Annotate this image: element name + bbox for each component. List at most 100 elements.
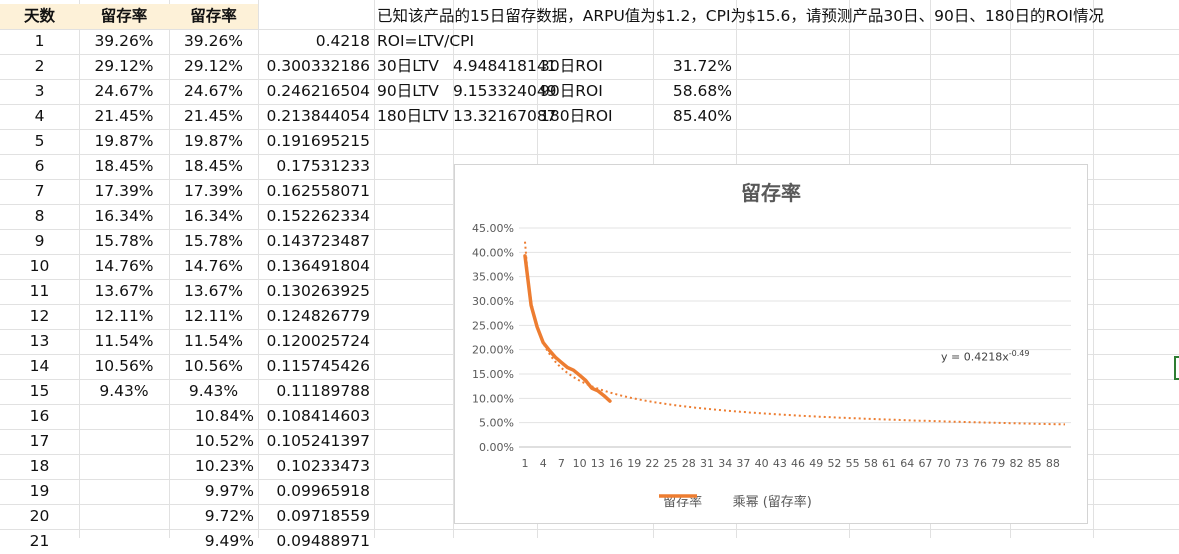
question-text[interactable]: 已知该产品的15日留存数据，ARPU值为$1.2，CPI为$15.6，请预测产品… (377, 7, 1104, 25)
header-retention-forecast[interactable]: 留存率 (169, 4, 258, 29)
predicted-retention-cell[interactable]: 10.23% (194, 457, 254, 475)
day-cell[interactable]: 7 (34, 182, 45, 200)
power-fit-cell[interactable]: 0.115745426 (266, 357, 370, 375)
retention-cell[interactable]: 9.43% (99, 382, 149, 400)
power-fit-cell[interactable]: 0.4218 (315, 32, 370, 50)
day-cell[interactable]: 12 (29, 307, 50, 325)
power-fit-cell[interactable]: 0.09488971 (276, 532, 370, 550)
retention-copy-cell[interactable]: 9.43% (188, 382, 239, 400)
retention-cell[interactable]: 15.78% (94, 232, 154, 250)
power-fit-cell[interactable]: 0.11189788 (276, 382, 370, 400)
retention-copy-cell[interactable]: 14.76% (183, 257, 244, 275)
ltv-label-cell[interactable]: 180日LTV (377, 107, 449, 125)
retention-cell[interactable]: 10.56% (94, 357, 154, 375)
retention-copy-cell[interactable]: 12.11% (183, 307, 244, 325)
retention-copy-cell[interactable]: 24.67% (183, 82, 244, 100)
header-day[interactable]: 天数 (0, 4, 79, 29)
power-fit-cell[interactable]: 0.213844054 (266, 107, 370, 125)
day-cell[interactable]: 14 (29, 357, 50, 375)
day-cell[interactable]: 3 (34, 82, 45, 100)
day-cell[interactable]: 11 (29, 282, 50, 300)
retention-cell[interactable]: 16.34% (94, 207, 154, 225)
retention-cell[interactable]: 21.45% (94, 107, 154, 125)
day-cell[interactable]: 1 (34, 32, 45, 50)
retention-cell[interactable] (79, 529, 169, 554)
roi-value-cell[interactable]: 58.68% (672, 82, 732, 100)
power-fit-cell[interactable]: 0.17531233 (276, 157, 370, 175)
retention-cell[interactable]: 19.87% (94, 132, 154, 150)
retention-copy-cell[interactable]: 29.12% (183, 57, 244, 75)
retention-cell[interactable] (79, 504, 169, 529)
retention-cell[interactable] (79, 429, 169, 454)
predicted-retention-cell[interactable]: 10.84% (194, 407, 254, 425)
day-cell[interactable]: 9 (34, 232, 45, 250)
power-fit-cell[interactable]: 0.124826779 (266, 307, 370, 325)
retention-cell[interactable]: 11.54% (94, 332, 154, 350)
retention-copy-cell[interactable]: 18.45% (183, 157, 244, 175)
day-cell[interactable]: 16 (29, 407, 50, 425)
retention-cell[interactable] (79, 479, 169, 504)
power-fit-cell[interactable]: 0.152262334 (266, 207, 370, 225)
power-fit-cell[interactable]: 0.136491804 (266, 257, 370, 275)
power-fit-cell[interactable]: 0.10233473 (276, 457, 370, 475)
retention-cell[interactable] (79, 404, 169, 429)
retention-copy-cell[interactable]: 21.45% (183, 107, 244, 125)
ltv-value-cell[interactable]: 13.32167087 (453, 107, 557, 125)
retention-copy-cell[interactable]: 11.54% (183, 332, 244, 350)
retention-cell[interactable]: 17.39% (94, 182, 154, 200)
day-cell[interactable]: 6 (34, 157, 45, 175)
power-fit-cell[interactable]: 0.105241397 (266, 432, 370, 450)
ltv-value-cell[interactable]: 9.153324049 (453, 82, 557, 100)
retention-copy-cell[interactable]: 19.87% (183, 132, 244, 150)
day-cell[interactable]: 13 (29, 332, 50, 350)
retention-chart[interactable]: 留存率 0.00% 5.00% 10.00% 15.00% 20.00% 25.00% 30… (454, 164, 1088, 524)
predicted-retention-cell[interactable]: 9.72% (204, 507, 254, 525)
roi-label-cell[interactable]: 90日ROI (540, 82, 603, 100)
retention-copy-cell[interactable]: 39.26% (183, 32, 244, 50)
retention-copy-cell[interactable]: 15.78% (183, 232, 244, 250)
power-fit-cell[interactable]: 0.143723487 (266, 232, 370, 250)
retention-copy-cell[interactable]: 17.39% (183, 182, 244, 200)
retention-cell[interactable]: 14.76% (94, 257, 154, 275)
power-fit-cell[interactable]: 0.300332186 (266, 57, 370, 75)
power-fit-cell[interactable]: 0.09718559 (276, 507, 370, 525)
day-cell[interactable]: 18 (29, 457, 50, 475)
predicted-retention-cell[interactable]: 9.97% (204, 482, 254, 500)
day-cell[interactable]: 21 (29, 532, 50, 550)
day-cell[interactable]: 15 (29, 382, 50, 400)
day-cell[interactable]: 8 (34, 207, 45, 225)
ltv-value-cell[interactable]: 4.948418141 (453, 57, 557, 75)
retention-cell[interactable]: 29.12% (94, 57, 154, 75)
retention-cell[interactable]: 13.67% (94, 282, 154, 300)
retention-copy-cell[interactable]: 10.56% (183, 357, 244, 375)
power-fit-cell[interactable]: 0.191695215 (266, 132, 370, 150)
roi-value-cell[interactable]: 31.72% (672, 57, 732, 75)
retention-cell[interactable]: 39.26% (94, 32, 154, 50)
power-fit-cell[interactable]: 0.108414603 (266, 407, 370, 425)
predicted-retention-cell[interactable]: 10.52% (194, 432, 254, 450)
roi-label-cell[interactable]: 180日ROI (540, 107, 613, 125)
day-cell[interactable]: 2 (34, 57, 45, 75)
power-fit-cell[interactable]: 0.130263925 (266, 282, 370, 300)
power-fit-cell[interactable]: 0.120025724 (266, 332, 370, 350)
ltv-label-cell[interactable]: 90日LTV (377, 82, 439, 100)
ltv-label-cell[interactable]: 30日LTV (377, 57, 439, 75)
retention-copy-cell[interactable]: 16.34% (183, 207, 244, 225)
formula-text[interactable]: ROI=LTV/CPI (377, 32, 475, 50)
header-retention[interactable]: 留存率 (79, 4, 169, 29)
day-cell[interactable]: 5 (34, 132, 45, 150)
predicted-retention-cell[interactable]: 9.49% (204, 532, 254, 550)
power-fit-cell[interactable]: 0.246216504 (266, 82, 370, 100)
power-fit-cell[interactable]: 0.162558071 (266, 182, 370, 200)
day-cell[interactable]: 4 (34, 107, 45, 125)
retention-cell[interactable]: 12.11% (94, 307, 154, 325)
retention-copy-cell[interactable]: 13.67% (183, 282, 244, 300)
power-fit-cell[interactable]: 0.09965918 (276, 482, 370, 500)
retention-cell[interactable]: 18.45% (94, 157, 154, 175)
day-cell[interactable]: 19 (29, 482, 50, 500)
retention-cell[interactable] (79, 454, 169, 479)
roi-value-cell[interactable]: 85.40% (672, 107, 732, 125)
day-cell[interactable]: 17 (29, 432, 50, 450)
day-cell[interactable]: 10 (29, 257, 50, 275)
